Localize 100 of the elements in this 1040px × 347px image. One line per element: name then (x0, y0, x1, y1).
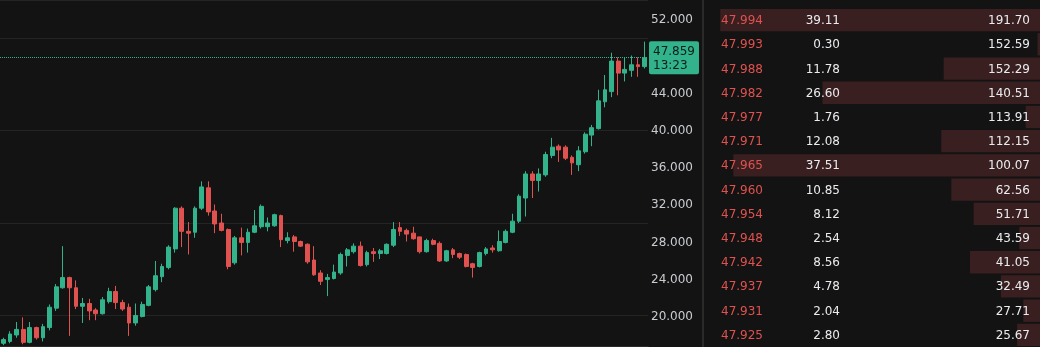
y-tick-label: 47.948 (721, 231, 763, 246)
annotation: 27.71 (995, 303, 1030, 318)
data-label: 2.04 (813, 303, 840, 318)
candlestick (451, 247, 455, 259)
candlestick (477, 251, 482, 268)
candlestick (107, 287, 112, 305)
candlestick (232, 235, 237, 266)
data-label: 2.54 (813, 231, 840, 246)
y-tick-label: 47.994 (721, 13, 763, 28)
y-tick-label: 47.977 (721, 109, 763, 124)
candlestick (193, 205, 197, 239)
y-tick-label: 47.960 (721, 182, 763, 197)
candlestick (391, 221, 396, 248)
candlestick (279, 214, 283, 248)
candlestick (285, 231, 290, 244)
candlestick (530, 170, 535, 199)
candlestick (325, 273, 330, 297)
candlestick (536, 167, 541, 193)
candlestick (166, 244, 171, 270)
bar (973, 202, 1040, 225)
candlestick (246, 228, 250, 254)
candlestick (332, 264, 336, 280)
candlestick (358, 241, 363, 267)
candlestick (616, 56, 621, 96)
candlestick (113, 285, 118, 310)
candlestick (47, 303, 52, 331)
candlestick (318, 269, 323, 286)
y-tick-label: 20.000 (651, 308, 693, 323)
candlestick (127, 303, 131, 337)
candlestick (444, 249, 449, 263)
y-tick-label: 47.982 (721, 85, 763, 100)
candlestick (563, 144, 568, 161)
bar (720, 8, 1040, 32)
annotation: 191.70 (988, 13, 1030, 28)
candlestick (21, 316, 26, 345)
candlestick (252, 209, 257, 234)
candlestick (550, 137, 555, 159)
annotation: 100.07 (988, 158, 1030, 173)
y-tick-label: 44.000 (651, 86, 693, 101)
annotation: 140.51 (988, 85, 1030, 100)
y-tick-label: 47.942 (721, 255, 763, 270)
annotation: 43.59 (995, 231, 1030, 246)
annotation: 152.29 (988, 61, 1030, 76)
data-label: 11.78 (805, 61, 840, 76)
candlestick (173, 206, 178, 254)
candlestick (543, 151, 548, 178)
y-tick-label: 47.971 (721, 134, 763, 149)
candlestick (41, 323, 45, 342)
data-label: 26.60 (805, 85, 840, 100)
y-tick-label: 32.000 (651, 197, 693, 212)
candlestick (219, 213, 224, 232)
annotation: 152.59 (988, 37, 1030, 52)
y-tick-label: 47.931 (721, 303, 763, 318)
data-label: 39.11 (805, 13, 840, 28)
y-tick-label: 47.925 (721, 327, 763, 342)
candlestick (226, 228, 231, 270)
data-label: 2.80 (813, 327, 840, 342)
candlestick (14, 321, 19, 339)
y-tick-label: 47.988 (721, 61, 763, 76)
candlestick (424, 238, 429, 254)
candlestick (272, 213, 277, 228)
candlestick (80, 297, 85, 324)
candlestick (365, 250, 369, 267)
candlestick (120, 299, 125, 312)
annotation: 62.56 (995, 182, 1030, 197)
candlestick (603, 74, 607, 108)
annotation: 112.15 (988, 134, 1030, 149)
annotation: 25.67 (995, 327, 1030, 342)
candlestick (490, 244, 495, 254)
annotation: 51.71 (995, 206, 1030, 221)
candlestick (239, 227, 244, 256)
data-label: 1.76 (813, 109, 840, 124)
candlestick (398, 221, 402, 237)
candlestick (199, 180, 204, 211)
candlestick (153, 260, 158, 292)
annotation: 41.05 (995, 255, 1030, 270)
y-tick-label: 36.000 (651, 160, 693, 175)
candlestick (160, 263, 164, 283)
candlestick (67, 276, 72, 337)
candlestick (404, 228, 409, 243)
bar (943, 57, 1040, 80)
candlestick (570, 154, 574, 176)
data-label: 10.85 (805, 182, 840, 197)
y-tick-label: 24.000 (651, 271, 693, 286)
y-tick-label: 47.965 (721, 158, 763, 173)
y-tick-label: 28.000 (651, 234, 693, 249)
candlestick (27, 321, 32, 344)
annotation: 32.49 (995, 279, 1030, 294)
candlestick (34, 326, 39, 341)
candlestick (523, 170, 528, 218)
ref-line-label: 47.859 (653, 43, 695, 58)
annotation: 113.91 (988, 109, 1030, 124)
candlestick (457, 252, 462, 260)
candlestick (1, 337, 6, 346)
text: 13:23 (653, 57, 688, 72)
data-label: 8.56 (813, 255, 840, 270)
candlestick (179, 205, 184, 248)
candlestick (100, 296, 105, 316)
candlestick (8, 330, 12, 344)
candlestick (576, 145, 581, 172)
